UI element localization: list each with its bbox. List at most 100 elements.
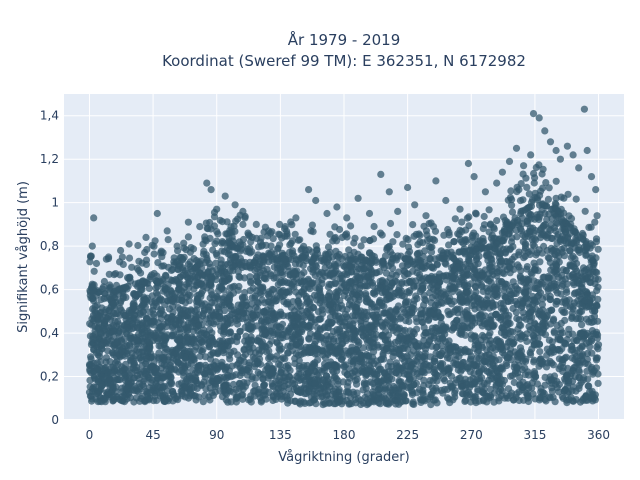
data-point — [146, 308, 154, 316]
data-point — [214, 230, 222, 238]
data-point — [508, 208, 517, 216]
data-point — [591, 218, 599, 226]
data-point — [199, 312, 207, 320]
data-point — [333, 237, 341, 245]
data-point — [156, 309, 164, 317]
data-point — [365, 329, 373, 337]
data-point — [497, 256, 505, 264]
data-point — [323, 391, 331, 399]
data-point — [191, 369, 199, 377]
data-point — [486, 221, 495, 229]
data-point — [445, 241, 453, 249]
data-point — [334, 287, 342, 295]
data-point — [298, 363, 306, 371]
data-point — [206, 314, 214, 322]
data-point — [220, 330, 228, 338]
data-point — [234, 215, 242, 223]
data-point — [467, 331, 475, 339]
data-point — [430, 368, 438, 376]
data-point — [309, 279, 317, 287]
data-point — [86, 320, 94, 328]
data-point — [196, 352, 204, 360]
data-point — [324, 243, 333, 251]
data-point — [516, 272, 524, 280]
data-point — [320, 339, 328, 347]
data-point — [421, 397, 429, 405]
data-point — [544, 195, 553, 203]
data-point — [435, 270, 444, 278]
data-point — [278, 345, 286, 353]
data-point — [167, 373, 175, 381]
data-point — [561, 340, 570, 348]
data-point — [554, 335, 562, 343]
data-point — [284, 399, 292, 407]
data-point — [106, 281, 114, 289]
data-point — [121, 369, 129, 378]
data-point — [343, 305, 351, 314]
data-point — [588, 252, 596, 260]
data-point — [353, 380, 361, 388]
data-point — [206, 303, 214, 311]
data-point — [194, 363, 202, 372]
data-point — [426, 377, 434, 385]
data-point — [446, 310, 454, 318]
data-point — [455, 352, 463, 360]
data-point — [211, 299, 219, 307]
data-point — [343, 233, 351, 241]
data-point — [210, 213, 219, 221]
data-point — [584, 349, 592, 357]
data-point — [417, 313, 425, 321]
data-point — [518, 220, 526, 228]
data-point — [478, 388, 487, 396]
data-point — [552, 266, 560, 274]
data-point — [578, 343, 586, 351]
data-point — [308, 221, 316, 229]
data-point — [593, 343, 601, 351]
data-point — [90, 346, 98, 354]
data-point — [551, 251, 559, 259]
data-point — [347, 222, 355, 230]
data-point — [441, 253, 449, 261]
data-point — [458, 238, 466, 246]
data-point — [270, 286, 278, 294]
data-point — [239, 220, 247, 229]
data-point — [521, 206, 529, 214]
data-point — [521, 247, 529, 255]
data-point — [273, 261, 281, 269]
data-point — [592, 328, 601, 336]
data-point — [407, 363, 415, 371]
data-point — [449, 284, 457, 292]
data-point — [123, 330, 131, 338]
data-point — [507, 187, 515, 195]
data-point — [427, 219, 435, 227]
data-point — [199, 346, 207, 354]
data-point — [404, 236, 412, 244]
data-point — [572, 235, 580, 243]
data-point — [273, 269, 281, 277]
data-point — [138, 348, 146, 356]
data-point — [363, 282, 371, 290]
data-point — [370, 222, 378, 231]
data-point — [569, 227, 578, 235]
data-point — [501, 283, 509, 291]
data-point — [412, 230, 420, 238]
data-point — [245, 396, 253, 404]
data-point — [354, 395, 363, 403]
data-point — [360, 236, 368, 244]
data-point — [485, 243, 493, 251]
data-point — [472, 210, 480, 218]
data-point — [545, 184, 553, 192]
data-point — [163, 331, 172, 339]
data-point — [543, 215, 551, 224]
data-point — [220, 278, 229, 286]
data-point — [419, 275, 427, 283]
data-point — [200, 306, 208, 314]
data-point — [584, 382, 592, 390]
data-point — [507, 328, 515, 336]
data-point — [538, 224, 546, 232]
data-point — [242, 332, 250, 340]
data-point — [123, 324, 131, 332]
data-point — [217, 256, 225, 264]
data-point — [107, 323, 115, 331]
data-point — [261, 381, 269, 389]
